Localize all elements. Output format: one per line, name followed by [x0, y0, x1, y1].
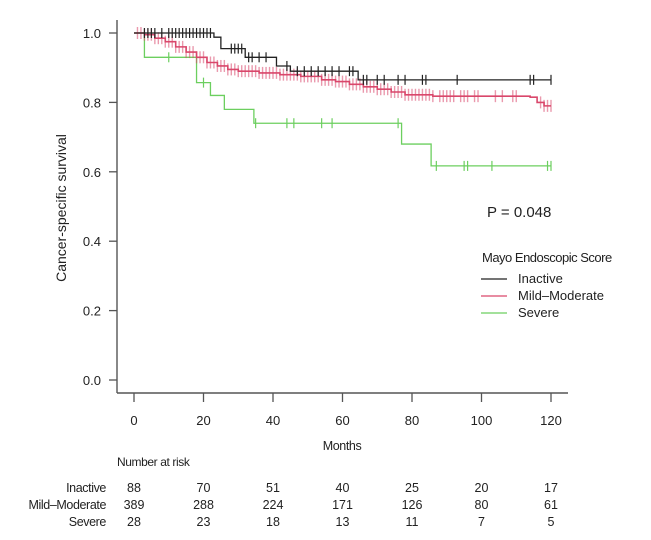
y-tick-label: 0.6 — [83, 165, 101, 180]
risk-table-title: Number at risk — [117, 455, 191, 469]
risk-row-label: Mild–Moderate — [29, 498, 107, 512]
risk-count: 7 — [478, 515, 485, 529]
survival-line — [134, 32, 551, 81]
survival-curves — [134, 27, 552, 171]
risk-row-label: Inactive — [66, 481, 106, 495]
risk-count: 51 — [266, 481, 280, 495]
x-axis-label: Months — [323, 439, 362, 453]
y-axis-label: Cancer-specific survival — [53, 134, 69, 282]
y-tick-label: 0.4 — [83, 234, 101, 249]
legend: Mayo Endoscopic Score Inactive Mild–Moder… — [481, 250, 612, 320]
x-ticks: 0 20 40 60 80 100 120 — [130, 393, 562, 428]
risk-count: 389 — [124, 498, 145, 512]
risk-count: 17 — [544, 481, 558, 495]
risk-count: 224 — [263, 498, 284, 512]
risk-count: 28 — [127, 515, 141, 529]
x-tick-label: 20 — [196, 413, 210, 428]
series-mild-moderate — [134, 27, 552, 112]
risk-row-label: Severe — [69, 515, 107, 529]
risk-count: 61 — [544, 498, 558, 512]
risk-count: 171 — [332, 498, 353, 512]
risk-count: 126 — [402, 498, 423, 512]
y-ticks: 0.0 0.2 0.4 0.6 0.8 1.0 — [83, 26, 117, 388]
y-tick-label: 0.8 — [83, 95, 101, 110]
legend-title: Mayo Endoscopic Score — [482, 250, 612, 265]
x-tick-label: 0 — [130, 413, 137, 428]
y-tick-label: 0.2 — [83, 304, 101, 319]
risk-count: 80 — [475, 498, 489, 512]
series-inactive — [134, 28, 552, 85]
x-tick-label: 40 — [266, 413, 280, 428]
risk-count: 18 — [266, 515, 280, 529]
legend-entry-label: Inactive — [518, 271, 563, 286]
risk-count: 13 — [336, 515, 350, 529]
risk-count: 20 — [475, 481, 489, 495]
risk-count: 40 — [336, 481, 350, 495]
risk-count: 25 — [405, 481, 419, 495]
legend-entry-label: Mild–Moderate — [518, 288, 604, 303]
risk-count: 288 — [193, 498, 214, 512]
x-tick-label: 100 — [471, 413, 493, 428]
y-tick-label: 0.0 — [83, 373, 101, 388]
risk-count: 5 — [548, 515, 555, 529]
survival-line — [134, 32, 551, 167]
risk-count: 23 — [197, 515, 211, 529]
p-value-annotation: P = 0.048 — [487, 204, 551, 221]
risk-count: 11 — [406, 515, 419, 529]
series-severe — [134, 32, 552, 171]
risk-count: 88 — [127, 481, 141, 495]
risk-count: 70 — [197, 481, 211, 495]
x-tick-label: 60 — [335, 413, 349, 428]
x-tick-label: 80 — [405, 413, 419, 428]
legend-entry-label: Severe — [518, 305, 559, 320]
y-tick-label: 1.0 — [83, 26, 101, 41]
risk-table: Number at risk Inactive 88 70 51 40 25 20 17 Mil… — [29, 455, 558, 529]
x-tick-label: 120 — [540, 413, 562, 428]
